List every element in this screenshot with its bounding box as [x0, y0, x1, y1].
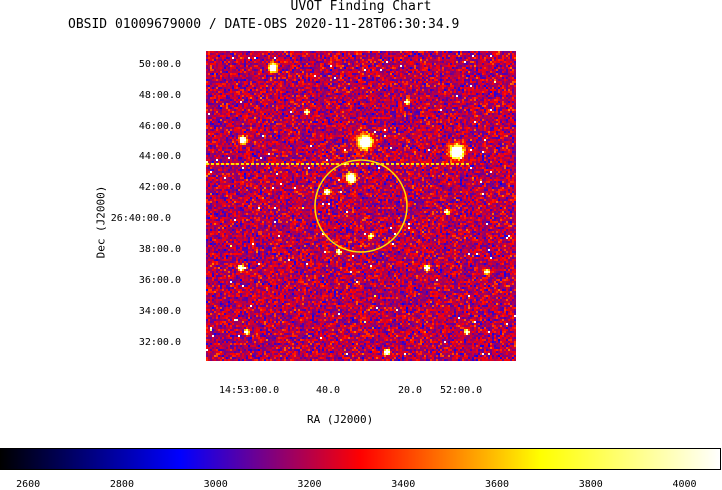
y-tick-label: 38:00.0	[138, 244, 181, 255]
y-tick-label: 32:00.0	[138, 337, 181, 348]
colorbar-tick-label: 3600	[484, 479, 510, 490]
colorbar-tick-label: 3400	[391, 479, 416, 490]
chart-subtitle: OBSID 01009679000 / DATE-OBS 2020-11-28T…	[68, 17, 460, 32]
colorbar-tick-label: 4000	[672, 479, 697, 490]
x-axis-label: RA (J2000)	[307, 413, 374, 426]
colorbar	[0, 448, 722, 471]
colorbar-svg	[0, 448, 721, 470]
y-tick-label: 48:00.0	[138, 90, 181, 101]
y-tick-label: 34:00.0	[138, 306, 181, 317]
y-tick-label: 44:00.0	[138, 151, 181, 162]
colorbar-tick-label: 3800	[578, 479, 603, 490]
sky-image-pixels	[206, 51, 516, 361]
y-tick-label: 26:40:00.0	[110, 213, 171, 224]
colorbar-tick-label: 3000	[203, 479, 228, 490]
y-tick-label: 36:00.0	[138, 275, 181, 286]
x-tick-label: 14:53:00.0	[219, 385, 280, 396]
x-tick-label: 40.0	[316, 385, 341, 396]
y-axis-label: Dec (J2000)	[94, 185, 108, 259]
x-tick-label: 20.0	[398, 385, 423, 396]
y-tick-label: 42:00.0	[138, 182, 181, 193]
colorbar-tick-label: 2600	[16, 479, 41, 490]
sky-image	[206, 51, 516, 361]
y-tick-label: 50:00.0	[138, 59, 181, 70]
chart-title: UVOT Finding Chart	[290, 0, 432, 14]
colorbar-tick-label: 2800	[109, 479, 134, 490]
source-circle	[314, 159, 408, 253]
colorbar-tick-label: 3200	[297, 479, 322, 490]
y-tick-label: 46:00.0	[138, 121, 181, 132]
sky-overlay	[206, 159, 470, 253]
x-tick-label: 52:00.0	[440, 385, 483, 396]
colorbar-gradient	[0, 448, 721, 470]
